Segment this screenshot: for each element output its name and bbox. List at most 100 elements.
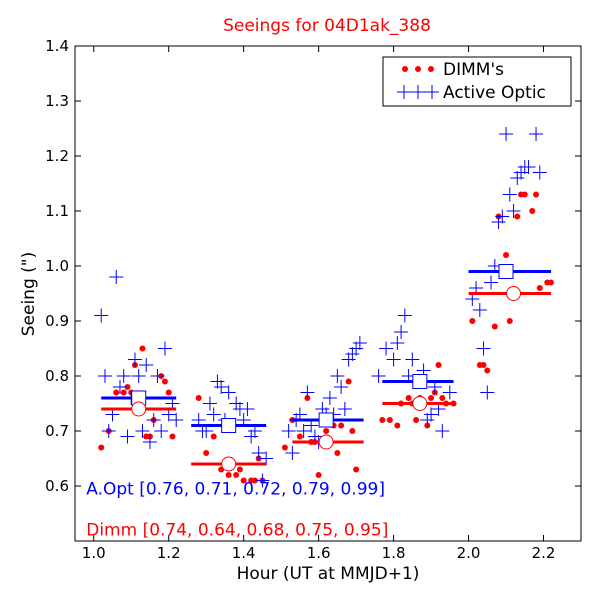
aopt-point [491,215,506,229]
dimm-point [439,395,446,401]
dimm-point [315,472,322,478]
aopt-point [386,352,401,367]
aopt-point [484,275,499,290]
aopt-point [510,171,525,185]
aopt-point [169,413,184,427]
annotations: A.Opt [0.76, 0.71, 0.72, 0.79, 0.99] Dimm… [86,479,388,540]
aopt-point [495,209,510,224]
y-axis-ticks: 0.6 0.7 0.8 0.9 1.0 1.1 1.2 1.3 1.4 [45,37,581,495]
aopt-point [352,336,367,350]
dimm-point [281,444,288,451]
aopt-point [142,435,157,449]
aopt-point [135,424,150,438]
dimm-point [195,395,202,401]
plot-frame [74,45,582,542]
aopt-point [281,424,296,438]
aopt-point [127,352,142,367]
dimm-point [161,378,168,385]
aopt-point [131,369,146,383]
aopt-summary-annotation: A.Opt [0.76, 0.71, 0.72, 0.79, 0.99] [86,479,385,499]
dimm-point [548,279,555,286]
dimm-bin-mean-marker [131,401,147,417]
dimm-point [203,450,210,456]
aopt-point [502,187,517,202]
dimm-point [124,384,131,390]
dimm-point [435,362,442,368]
aopt-bin-mean-marker [412,374,428,389]
aopt-point [472,303,487,317]
aopt-point [214,380,229,394]
aopt-point [330,369,345,383]
plot-area [94,127,555,488]
dimm-bin-mean-marker [412,396,428,411]
dimm-point [233,472,240,478]
dimm-point [120,389,127,396]
dimm-point [480,362,487,368]
aopt-point [94,308,109,323]
aopt-point [322,391,337,405]
legend-marker-aopt [397,85,439,99]
dimm-point [386,417,393,423]
aopt-point [521,160,536,174]
dimm-point [98,444,105,451]
x-tick-label: 2.0 [457,544,481,562]
dimm-bin-mean-marker [318,434,334,450]
aopt-point [221,385,236,400]
aopt-point [405,352,420,367]
aopt-point [397,308,412,323]
dimm-point [469,318,476,324]
dimm-point [503,252,510,258]
aopt-point [337,402,352,416]
aopt-point [300,385,315,400]
dimm-point [345,378,352,385]
aopt-point [154,424,169,438]
legend: DIMM's Active Optic [382,56,572,107]
dimm-point [334,450,341,456]
aopt-point [424,407,439,422]
y-tick-label: 1.2 [45,147,69,165]
dimm-point [113,389,120,396]
dimm-point [165,389,172,396]
dimm-point [210,433,217,440]
dimm-point [405,395,412,401]
y-tick-label: 1.3 [45,92,69,110]
aopt-point [157,341,172,356]
dimm-point [349,428,356,434]
aopt-point [532,165,547,180]
dimm-bin-mean-marker [506,286,522,301]
aopt-bin-mean-marker [221,418,237,433]
x-tick-label: 1.6 [307,544,331,562]
aopt-point [480,385,495,400]
x-tick-label: 1.8 [382,544,406,562]
aopt-point [341,352,356,367]
y-tick-label: 1.1 [45,202,69,220]
dimm-point [484,367,491,374]
dimm-point [413,417,420,423]
aopt-point [244,429,259,444]
dimm-point [338,422,345,429]
dimm-point [529,208,536,214]
aopt-point [476,341,491,356]
dimm-point [533,191,540,198]
dimm-point [394,422,401,429]
y-tick-label: 0.6 [45,477,69,495]
aopt-point [442,385,457,400]
dimm-point [169,433,176,440]
aopt-point [506,204,521,218]
y-axis-label: Seeing (") [19,252,39,337]
dimm-point [323,428,330,434]
legend-label-dimm: DIMM's [443,60,504,80]
aopt-point [255,473,270,488]
dimm-point [236,466,243,473]
x-tick-label: 1.0 [82,544,106,562]
dimm-point [491,323,498,330]
dimm-point [521,191,528,198]
aopt-point [285,446,300,460]
x-tick-label: 1.4 [232,544,256,562]
x-tick-label: 1.2 [157,544,181,562]
aopt-point [146,413,161,427]
aopt-point [150,369,165,383]
aopt-point [379,341,394,356]
dimm-point [225,472,232,478]
aopt-point [435,424,450,438]
